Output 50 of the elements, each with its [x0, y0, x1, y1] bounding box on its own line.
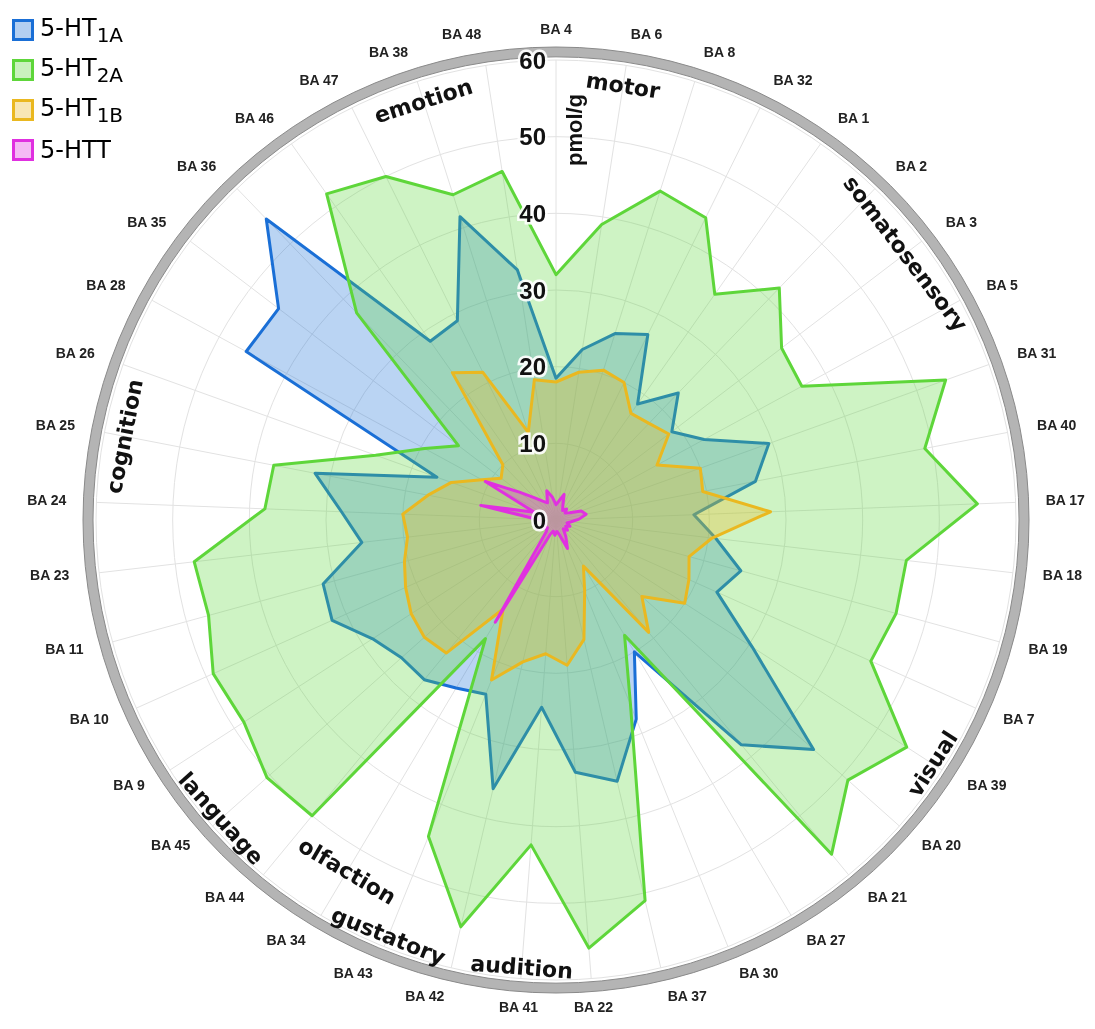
spoke-label: BA 27 — [806, 931, 846, 948]
spoke-label: BA 43 — [333, 965, 374, 982]
spoke-label: BA 5 — [986, 276, 1019, 293]
spoke-label: BA 11 — [45, 640, 84, 657]
spoke-label: BA 31 — [1017, 345, 1057, 362]
legend-label: 5-HT$_{1B}$ — [40, 93, 124, 127]
spoke-label: BA 35 — [127, 213, 167, 230]
spoke-label: BA 36 — [177, 157, 217, 174]
spoke-label: BA 42 — [405, 987, 445, 1004]
spoke-label: BA 40 — [1037, 417, 1077, 434]
spoke-label: BA 41 — [498, 999, 539, 1016]
spoke-label: BA 28 — [86, 276, 126, 293]
spoke-label: BA 8 — [703, 43, 736, 60]
legend-label: 5-HT$_{2A}$ — [40, 53, 124, 87]
spoke-label: BA 32 — [773, 71, 813, 88]
spoke-label: BA 39 — [967, 777, 1007, 794]
spoke-label: BA 2 — [895, 157, 928, 174]
spoke-label: BA 10 — [69, 711, 110, 728]
spoke-label: BA 4 — [540, 20, 572, 37]
spoke-label: BA 21 — [867, 888, 908, 905]
legend-label: 5-HTT — [40, 136, 111, 164]
y-tick-label: 50 — [519, 123, 546, 151]
y-tick-label: 10 — [519, 429, 546, 457]
spoke-label: BA 26 — [55, 345, 96, 362]
spoke-label: BA 24 — [27, 491, 67, 508]
spoke-label: BA 38 — [368, 43, 409, 60]
y-tick-label: 20 — [519, 353, 546, 381]
text: cognition — [101, 377, 148, 496]
y-tick-label: 60 — [519, 46, 546, 74]
legend-label: 5-HT$_{1A}$ — [40, 13, 124, 47]
spoke-label: BA 44 — [205, 888, 245, 905]
spoke-label: BA 18 — [1042, 566, 1083, 583]
spoke-label: BA 37 — [667, 987, 708, 1004]
text: audition — [469, 950, 574, 984]
spoke-label: BA 46 — [234, 109, 275, 126]
spoke-label: BA 9 — [113, 777, 145, 794]
spoke-label: BA 22 — [573, 999, 614, 1016]
spoke-label: BA 20 — [921, 836, 962, 853]
spoke-label: BA 23 — [30, 566, 70, 583]
spoke-label: BA 7 — [1003, 711, 1035, 728]
spoke-label: BA 48 — [442, 26, 482, 43]
spoke-label: BA 19 — [1028, 640, 1068, 657]
spoke-label: BA 25 — [35, 417, 76, 434]
spoke-label: BA 34 — [266, 931, 306, 948]
text: pmol/g — [562, 93, 587, 167]
spoke-label: BA 1 — [837, 109, 870, 126]
spoke-label: BA 47 — [299, 71, 339, 88]
spoke-label: BA 17 — [1045, 491, 1086, 508]
spoke-label: BA 6 — [630, 26, 663, 43]
spoke-label: BA 30 — [739, 965, 779, 982]
